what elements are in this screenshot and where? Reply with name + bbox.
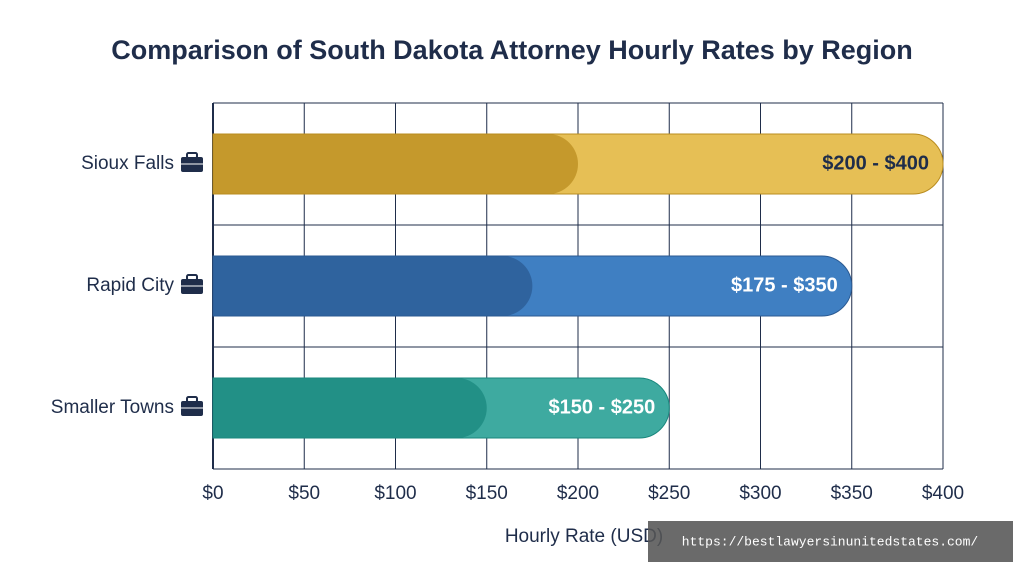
bar-low — [213, 134, 578, 194]
x-tick-label: $250 — [648, 483, 690, 504]
bar-low — [213, 256, 533, 316]
x-tick-label: $300 — [739, 483, 781, 504]
category-label: Smaller Towns — [51, 397, 174, 418]
value-label: $200 - $400 — [822, 152, 929, 174]
x-tick-label: $100 — [374, 483, 416, 504]
chart-title: Comparison of South Dakota Attorney Hour… — [111, 35, 913, 65]
category-label: Sioux Falls — [81, 153, 174, 174]
x-axis-label: Hourly Rate (USD) — [505, 526, 663, 547]
bar-low — [213, 378, 487, 438]
x-tick-label: $350 — [831, 483, 873, 504]
x-tick-label: $150 — [466, 483, 508, 504]
category-label: Rapid City — [86, 275, 174, 296]
watermark: https://bestlawyersinunitedstates.com/ — [682, 534, 979, 549]
icon — [186, 396, 198, 403]
x-tick-label: $50 — [288, 483, 320, 504]
icon — [186, 152, 198, 159]
value-label: $150 - $250 — [548, 396, 655, 418]
value-label: $175 - $350 — [731, 274, 838, 296]
x-tick-label: $0 — [202, 483, 223, 504]
x-tick-label: $400 — [922, 483, 964, 504]
watermark-box — [648, 521, 1013, 562]
icon — [186, 274, 198, 281]
x-tick-label: $200 — [557, 483, 599, 504]
plot: $0 $50 $100 $150 $200 $250 $300 $350 $400 $200 - … — [51, 102, 964, 504]
